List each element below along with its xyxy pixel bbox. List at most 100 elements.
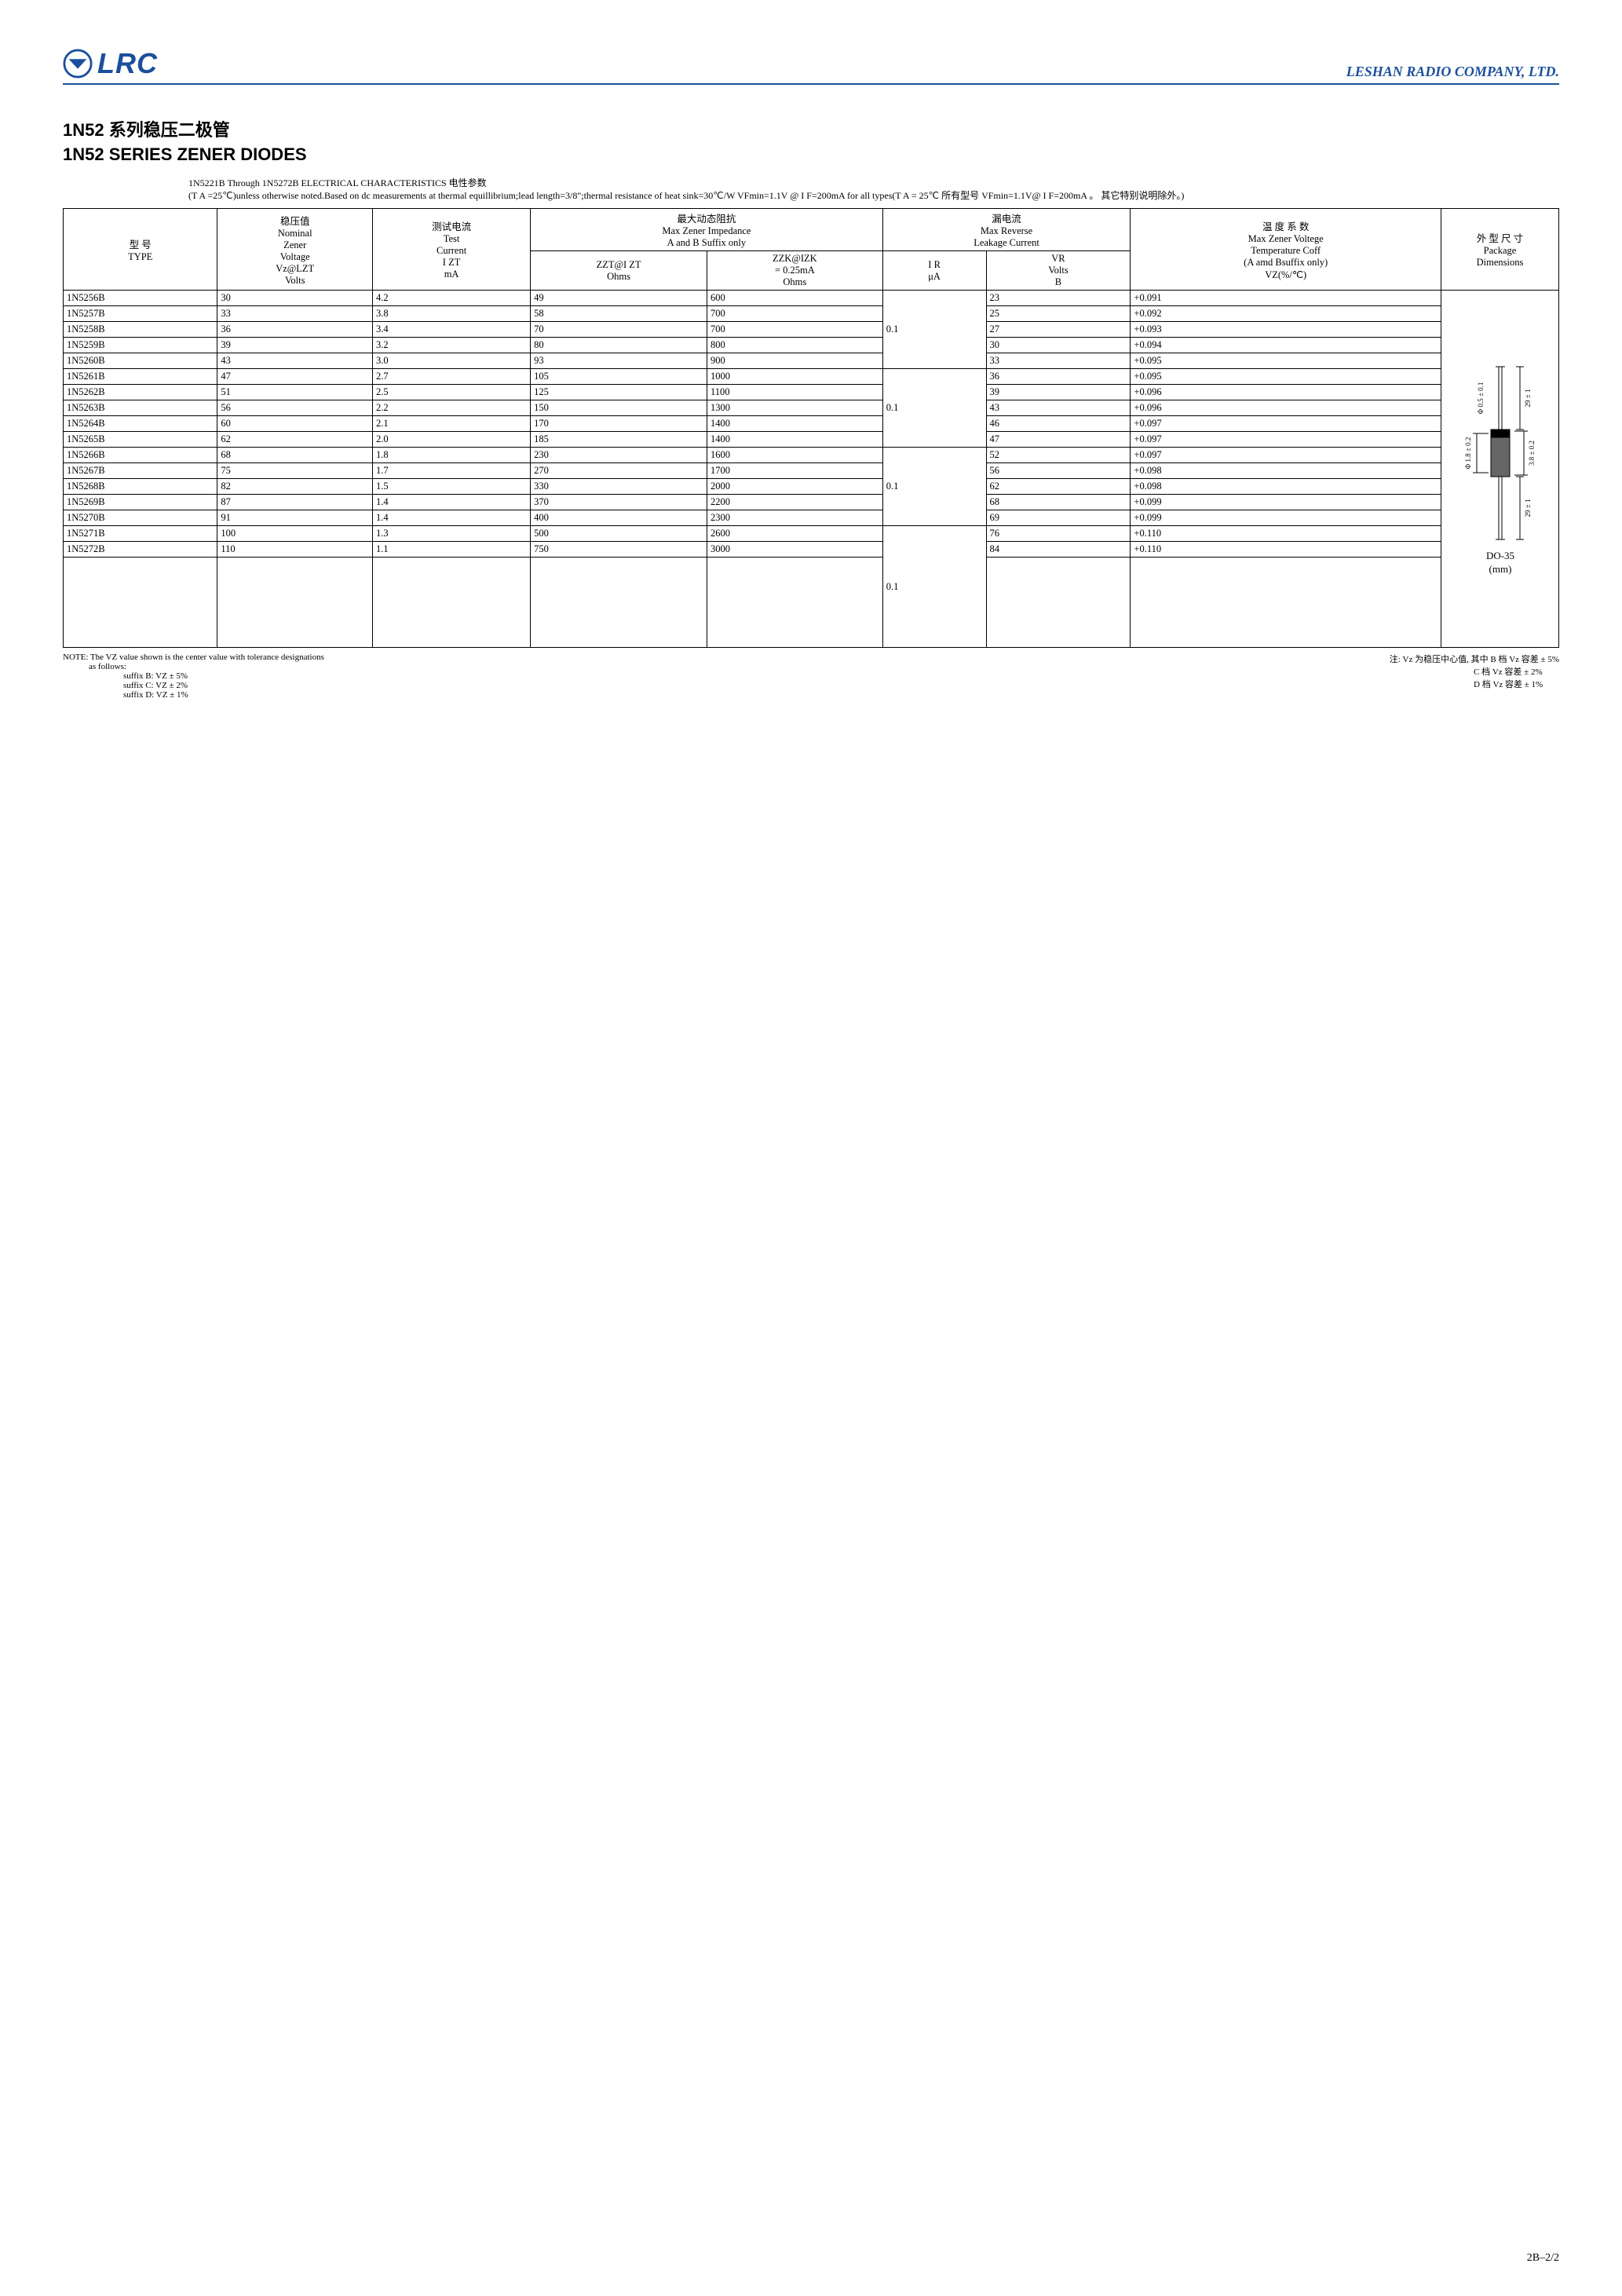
table-cell	[64, 602, 217, 617]
logo-text: LRC	[97, 47, 158, 80]
subtext: 1N5221B Through 1N5272B ELECTRICAL CHARA…	[188, 177, 1559, 202]
hdr-leak: 漏电流 Max Reverse Leakage Current	[882, 209, 1131, 251]
table-cell: 47	[986, 432, 1131, 448]
table-cell: 1N5267B	[64, 463, 217, 479]
hdr-pkg: 外 型 尺 寸 Package Dimensions	[1441, 209, 1559, 291]
table-cell: 150	[531, 400, 707, 416]
table-cell: 3.8	[373, 306, 531, 322]
table-cell: 105	[531, 369, 707, 385]
table-cell: +0.097	[1131, 432, 1441, 448]
table-cell: 23	[986, 291, 1131, 306]
spec-table: 型 号 TYPE 稳压值 Nominal Zener Voltage Vz@LZ…	[63, 208, 1559, 648]
hdr-vz-en2: Zener	[283, 239, 306, 250]
table-cell	[986, 632, 1131, 648]
subtext-line1: 1N5221B Through 1N5272B ELECTRICAL CHARA…	[188, 177, 1559, 190]
note-right1: 注: Vz 为稳压中心值, 其中 B 档 Vz 容差 ± 5%	[1390, 655, 1559, 664]
hdr-leak-zh: 漏电流	[992, 214, 1021, 225]
table-cell	[1131, 558, 1441, 573]
hdr-zzt-sym: ZZT@I ZT	[597, 259, 641, 270]
hdr-izt-zh: 测试电流	[432, 221, 471, 232]
table-cell	[373, 632, 531, 648]
table-cell: 800	[707, 338, 883, 353]
table-row: 1N5268B821.5330200062+0.098	[64, 479, 1559, 495]
table-row: 1N5271B1001.350026000.176+0.110	[64, 526, 1559, 542]
table-cell: 93	[531, 353, 707, 369]
svg-text:Φ 0.5 ± 0.1: Φ 0.5 ± 0.1	[1477, 382, 1485, 415]
table-cell	[986, 587, 1131, 602]
hdr-pkg-zh: 外 型 尺 寸	[1477, 233, 1523, 244]
table-cell-ir: 0.1	[882, 369, 986, 448]
table-cell: +0.097	[1131, 448, 1441, 463]
table-cell	[1131, 587, 1441, 602]
svg-text:29 ± 1: 29 ± 1	[1524, 499, 1532, 517]
table-cell: 51	[217, 385, 373, 400]
page-header: LRC LESHAN RADIO COMPANY, LTD.	[63, 47, 1559, 85]
table-cell: +0.096	[1131, 400, 1441, 416]
hdr-imp-en2: A and B Suffix only	[667, 237, 746, 248]
svg-text:DO-35: DO-35	[1485, 550, 1514, 561]
table-cell: 39	[217, 338, 373, 353]
table-cell: 1N5256B	[64, 291, 217, 306]
table-cell: +0.099	[1131, 495, 1441, 510]
svg-text:Φ 1.8 ± 0.2: Φ 1.8 ± 0.2	[1464, 437, 1472, 470]
table-row: 1N5258B363.47070027+0.093	[64, 322, 1559, 338]
hdr-izt-sym: I ZT	[443, 257, 461, 268]
table-cell	[531, 617, 707, 632]
hdr-vz-en1: Nominal	[278, 228, 312, 239]
svg-text:(mm): (mm)	[1489, 563, 1511, 575]
hdr-tc-en1: Max Zener Voltege	[1248, 233, 1324, 244]
table-cell	[373, 617, 531, 632]
hdr-zzk-sym: ZZK@IZK	[773, 253, 817, 264]
table-cell: 1400	[707, 432, 883, 448]
table-cell	[707, 632, 883, 648]
table-cell: 2300	[707, 510, 883, 526]
hdr-zzk-eq: = 0.25mA	[775, 265, 815, 276]
note-left3: suffix B: VZ ± 5%	[123, 671, 188, 681]
hdr-ir-sym: I R	[928, 259, 941, 270]
table-cell: 1N5265B	[64, 432, 217, 448]
table-row: 1N5262B512.5125110039+0.096	[64, 385, 1559, 400]
hdr-vz-en3: Voltage	[280, 251, 310, 262]
table-cell: 56	[986, 463, 1131, 479]
hdr-pkg-en1: Package	[1484, 245, 1517, 256]
table-cell: 82	[217, 479, 373, 495]
table-cell: 600	[707, 291, 883, 306]
table-row: 1N5257B333.85870025+0.092	[64, 306, 1559, 322]
table-cell: 1N5272B	[64, 542, 217, 558]
table-cell: 2600	[707, 526, 883, 542]
table-cell: 700	[707, 306, 883, 322]
note-left: NOTE: The VZ value shown is the center v…	[63, 653, 1358, 700]
table-row	[64, 572, 1559, 587]
hdr-tc-sym: VZ(%/℃)	[1265, 269, 1306, 280]
table-cell: 2000	[707, 479, 883, 495]
table-cell: 2200	[707, 495, 883, 510]
table-cell: +0.098	[1131, 463, 1441, 479]
table-cell	[217, 572, 373, 587]
table-cell: 230	[531, 448, 707, 463]
table-cell: 400	[531, 510, 707, 526]
table-row	[64, 602, 1559, 617]
table-cell: 69	[986, 510, 1131, 526]
table-cell: 33	[986, 353, 1131, 369]
table-cell: +0.098	[1131, 479, 1441, 495]
table-row: 1N5267B751.7270170056+0.098	[64, 463, 1559, 479]
table-cell: +0.099	[1131, 510, 1441, 526]
table-cell	[986, 572, 1131, 587]
table-cell	[373, 587, 531, 602]
table-cell: 2.2	[373, 400, 531, 416]
hdr-type-en: TYPE	[128, 251, 152, 262]
table-row: 1N5263B562.2150130043+0.096	[64, 400, 1559, 416]
table-cell: +0.094	[1131, 338, 1441, 353]
svg-text:29 ± 1: 29 ± 1	[1524, 389, 1532, 408]
table-row: 1N5261B472.710510000.136+0.095	[64, 369, 1559, 385]
title-en: 1N52 SERIES ZENER DIODES	[63, 144, 1559, 165]
hdr-pkg-en2: Dimensions	[1477, 257, 1524, 268]
table-cell: +0.092	[1131, 306, 1441, 322]
table-cell: 2.1	[373, 416, 531, 432]
hdr-vz-zh: 稳压值	[280, 216, 310, 227]
table-cell: 100	[217, 526, 373, 542]
hdr-type-zh: 型 号	[130, 239, 152, 250]
table-cell	[986, 602, 1131, 617]
table-cell: 33	[217, 306, 373, 322]
table-cell: 91	[217, 510, 373, 526]
